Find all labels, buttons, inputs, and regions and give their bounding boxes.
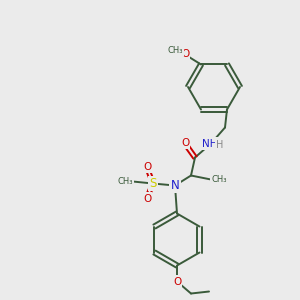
- Text: N: N: [171, 179, 179, 192]
- Text: CH₃: CH₃: [167, 46, 183, 55]
- Text: O: O: [181, 137, 189, 148]
- Text: NH: NH: [202, 139, 218, 148]
- Text: CH₃: CH₃: [211, 175, 227, 184]
- Text: CH₃: CH₃: [117, 177, 133, 186]
- Text: O: O: [143, 161, 151, 172]
- Text: O: O: [181, 50, 189, 59]
- Text: H: H: [216, 140, 224, 149]
- Text: O: O: [143, 194, 151, 203]
- Text: O: O: [173, 277, 181, 286]
- Text: S: S: [149, 177, 157, 190]
